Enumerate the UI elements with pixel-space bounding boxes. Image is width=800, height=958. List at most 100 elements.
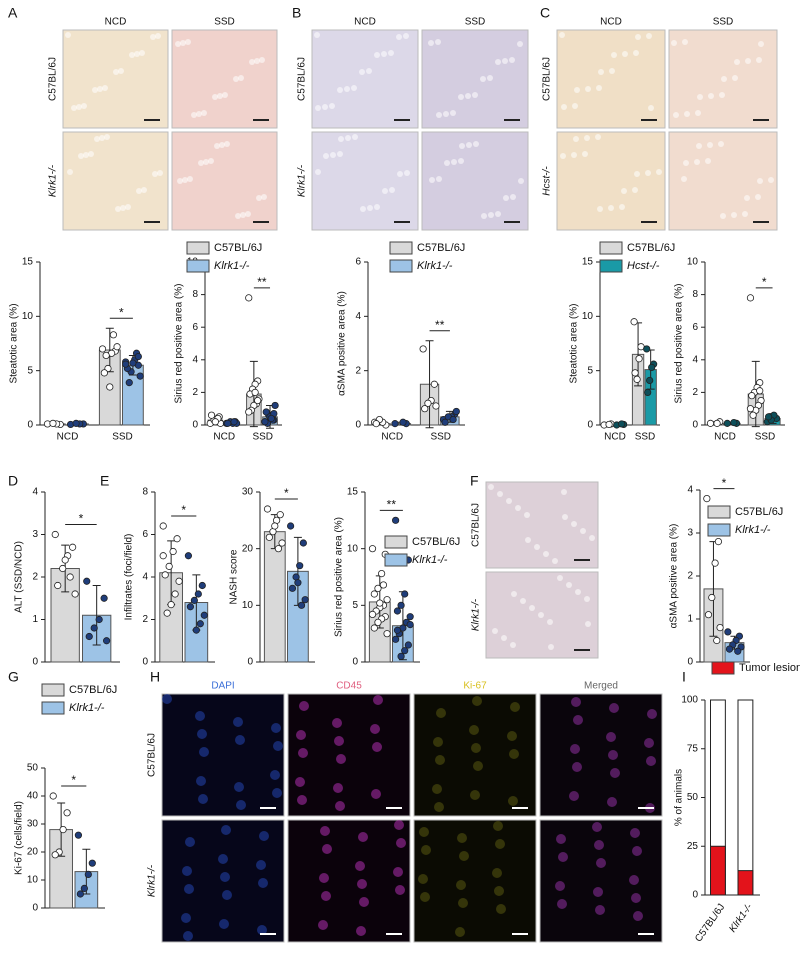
y-tick-label: 8	[142, 487, 148, 498]
tissue-texture	[183, 931, 193, 941]
tissue-texture	[721, 76, 727, 82]
tissue-texture	[104, 134, 110, 140]
micrograph	[62, 29, 169, 129]
tissue-texture	[273, 741, 283, 751]
tissue-texture	[175, 41, 181, 47]
tissue-texture	[572, 103, 578, 109]
tissue-texture	[257, 925, 267, 935]
bar-segment	[710, 845, 726, 896]
tissue-texture	[182, 866, 192, 876]
y-axis-label: Sirius red positive area (%)	[674, 283, 685, 403]
tissue-texture	[332, 718, 342, 728]
data-point	[194, 590, 202, 598]
tissue-texture	[298, 748, 308, 758]
data-point	[748, 392, 756, 400]
y-tick-label: 50	[687, 792, 699, 803]
data-point	[372, 420, 380, 428]
tissue-texture	[648, 105, 654, 111]
tissue-texture	[67, 169, 73, 175]
data-point	[605, 420, 613, 429]
tissue-texture	[254, 58, 260, 64]
column-label: Ki-67	[463, 681, 487, 692]
y-tick-label: 0	[587, 420, 593, 431]
tissue-texture	[318, 920, 328, 930]
tissue-texture	[529, 605, 535, 611]
y-tick-label: 20	[27, 847, 39, 858]
data-point	[265, 533, 273, 541]
data-point	[186, 603, 194, 611]
y-tick-label: 0	[355, 420, 361, 431]
y-tick-label: 30	[242, 487, 254, 498]
tissue-texture	[357, 879, 367, 889]
legend-label: C57BL/6J	[735, 506, 783, 518]
tissue-texture	[258, 878, 268, 888]
tissue-texture	[719, 92, 725, 98]
tissue-texture	[494, 886, 504, 896]
tissue-texture	[125, 204, 131, 210]
tissue-texture	[196, 111, 202, 117]
panel-letter: D	[8, 473, 18, 489]
tissue-texture	[473, 141, 479, 147]
data-point	[391, 420, 399, 428]
y-axis-label: Infiltrates (foci/field)	[124, 534, 135, 621]
tissue-texture	[115, 206, 121, 212]
data-point	[724, 628, 732, 636]
data-point	[125, 379, 133, 387]
data-point	[301, 596, 309, 604]
y-tick-label: 2	[32, 572, 38, 583]
tissue-texture	[256, 860, 266, 870]
tissue-texture	[473, 761, 483, 771]
tissue-texture	[352, 134, 358, 140]
data-point	[449, 415, 457, 424]
data-point	[171, 590, 179, 598]
tissue-texture	[552, 558, 558, 564]
data-point	[80, 884, 88, 893]
tissue-texture	[584, 135, 590, 141]
data-point	[734, 647, 742, 655]
tissue-texture	[152, 171, 158, 177]
data-point	[392, 516, 400, 524]
data-point	[254, 396, 262, 405]
y-tick-label: 10	[687, 257, 699, 268]
data-point	[59, 564, 67, 573]
significance-label: **	[387, 498, 397, 512]
tissue-texture	[472, 92, 478, 98]
data-point	[66, 573, 74, 581]
tissue-texture	[571, 152, 577, 158]
tissue-texture	[557, 899, 567, 909]
tissue-texture	[395, 885, 405, 895]
tissue-texture	[245, 211, 251, 217]
tissue-texture	[580, 528, 586, 534]
tissue-texture	[185, 837, 195, 847]
tissue-texture	[333, 783, 343, 793]
column-label: NCD	[354, 17, 376, 28]
tissue-texture	[515, 505, 521, 511]
tissue-texture	[734, 59, 740, 65]
tissue-texture	[315, 169, 321, 175]
tissue-texture	[435, 755, 445, 765]
tissue-texture	[76, 104, 82, 110]
tissue-texture	[195, 711, 205, 721]
tissue-texture	[367, 205, 373, 211]
y-tick-label: 4	[32, 487, 38, 498]
data-point	[378, 569, 386, 578]
legend-label: Klrk1-/-	[69, 702, 105, 714]
tissue-texture	[488, 484, 494, 490]
data-point	[224, 419, 232, 427]
x-tick-label: NCD	[714, 432, 736, 443]
tissue-texture	[705, 158, 711, 164]
data-point	[267, 414, 275, 423]
tissue-texture	[768, 177, 774, 183]
data-point	[230, 418, 238, 426]
y-tick-label: 5	[352, 600, 358, 611]
y-tick-label: 0	[142, 657, 148, 668]
micrograph	[287, 819, 411, 943]
tissue-texture	[155, 33, 161, 39]
data-point	[74, 831, 83, 839]
legend-label: Klrk1-/-	[417, 260, 453, 272]
data-point	[192, 626, 200, 634]
tissue-texture	[548, 644, 554, 650]
tissue-texture	[503, 195, 509, 201]
tissue-texture	[621, 188, 627, 194]
data-point	[278, 539, 286, 547]
